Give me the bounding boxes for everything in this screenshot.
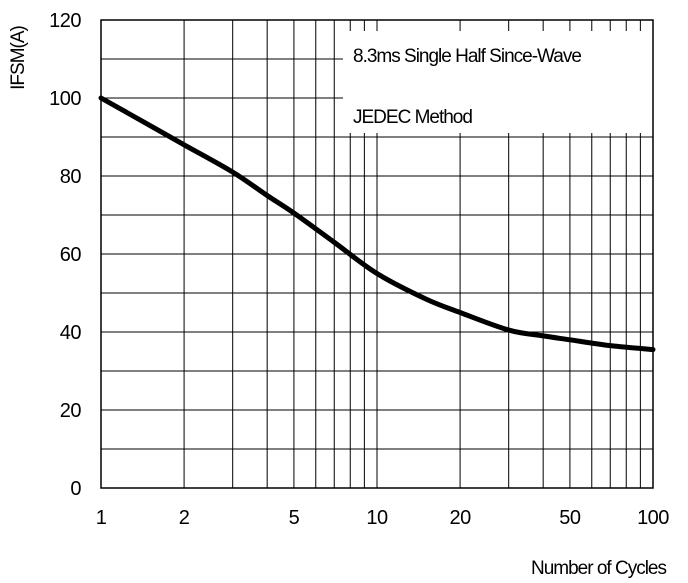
tick-labels: 0 20 40 60 80 100 120 1 2 5 10 20 50 100 <box>49 10 670 529</box>
series-layer <box>98 95 656 353</box>
x-axis-title: Number of Cycles <box>531 558 666 579</box>
x-tick-label-5: 5 <box>289 507 300 529</box>
plot-frame <box>100 19 654 489</box>
series-line-0 <box>98 95 656 353</box>
y-tick-label-120: 120 <box>49 10 81 32</box>
annotation-method: JEDEC Method <box>353 107 472 128</box>
x-tick-label-100: 100 <box>637 507 669 529</box>
y-tick-label-0: 0 <box>70 478 81 500</box>
x-tick-label-2: 2 <box>179 507 190 529</box>
x-tick-label-20: 20 <box>449 507 471 529</box>
y-tick-label-80: 80 <box>60 166 82 188</box>
y-tick-label-40: 40 <box>60 322 82 344</box>
y-tick-label-20: 20 <box>60 400 82 422</box>
x-tick-label-1: 1 <box>96 507 107 529</box>
annotation-box: 8.3ms Single Half Since-Wave JEDEC Metho… <box>343 31 653 133</box>
y-tick-label-60: 60 <box>60 244 82 266</box>
annotation-waveform: 8.3ms Single Half Since-Wave <box>353 46 581 67</box>
y-axis-title: IFSM(A) <box>8 25 29 89</box>
y-tick-label-100: 100 <box>49 88 81 110</box>
x-tick-label-50: 50 <box>559 507 581 529</box>
x-tick-label-10: 10 <box>366 507 388 529</box>
annotation-background <box>343 31 653 133</box>
